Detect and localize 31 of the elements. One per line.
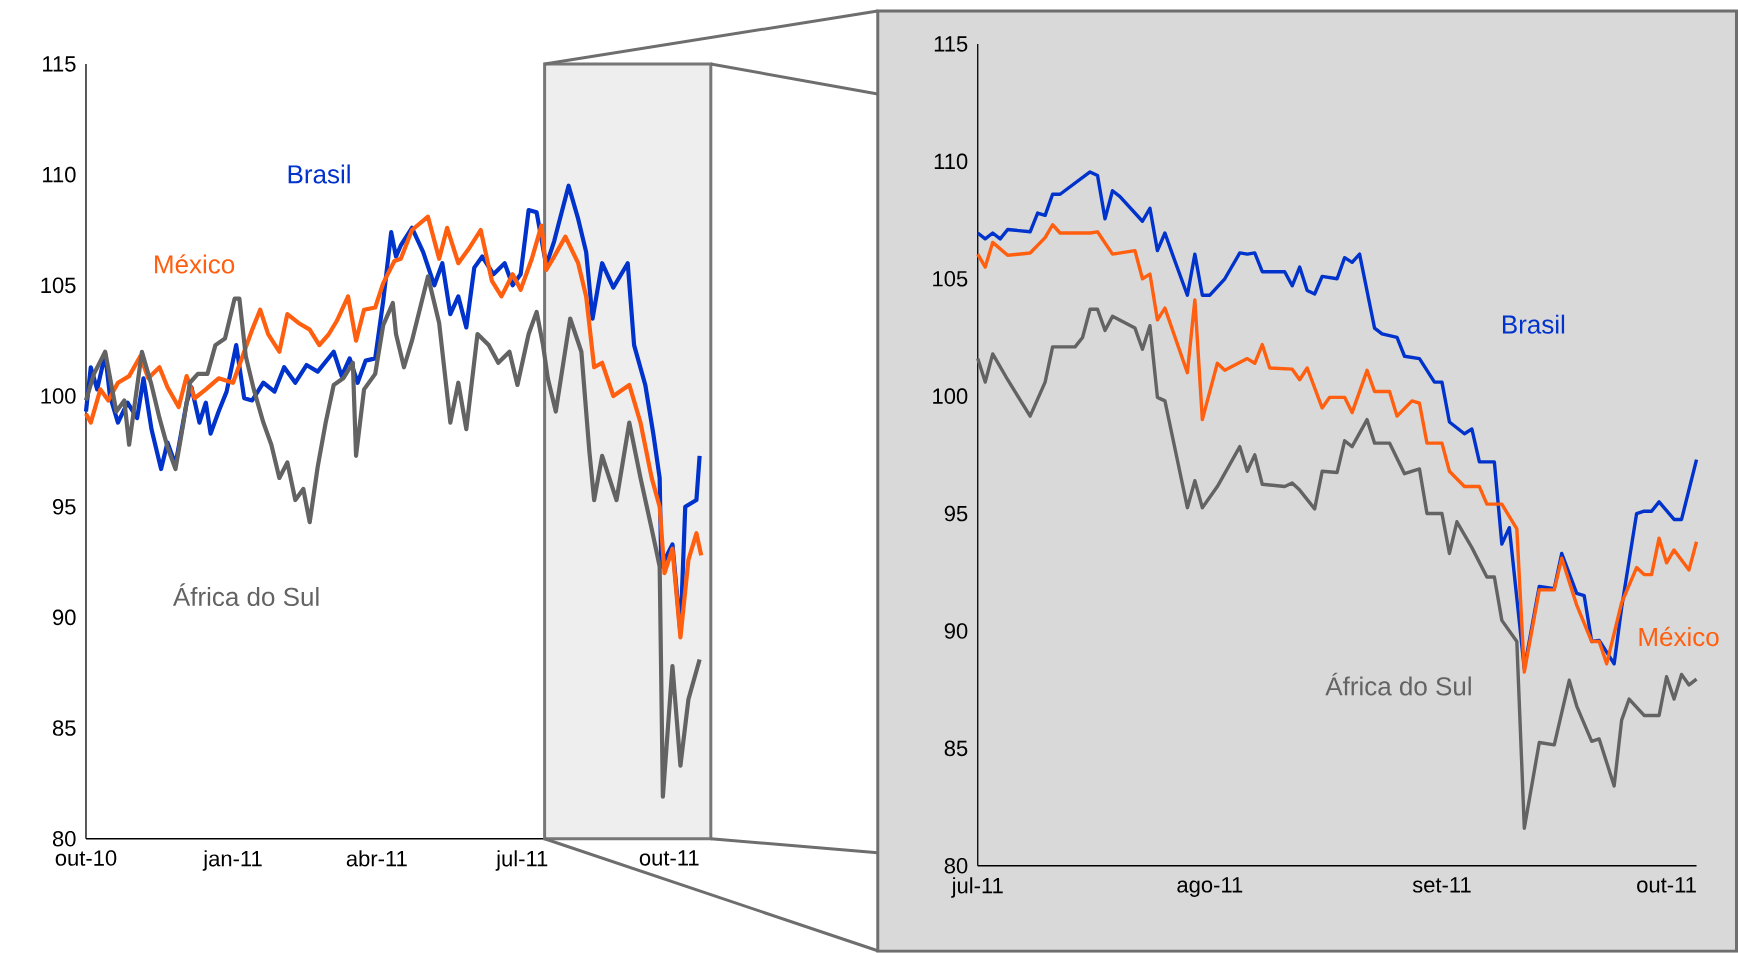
y-tick-label: 95 [944,505,968,522]
y-tick-label: 115 [43,56,76,72]
y-tick-label: 95 [53,499,76,515]
x-tick-label: out-10 [55,850,117,866]
y-tick-label: 80 [944,858,968,874]
x-tick-label: jul-11 [951,877,1003,898]
y-tick-label: 115 [934,36,968,52]
x-tick-label: out-11 [1637,877,1696,893]
y-tick-label: 110 [43,167,76,183]
x-tick-label: out-11 [639,850,699,866]
y-tick-label: 90 [944,623,968,639]
y-tick-label: 85 [944,740,968,757]
y-tick-label: 110 [934,153,968,170]
series-label: África do Sul [1325,672,1471,696]
y-tick-label: 80 [52,831,76,847]
text: Brasil [288,164,350,184]
x-tick-label: jul-11 [495,850,548,871]
y-tick-label: 85 [52,720,76,736]
x-tick-label: ago-11 [1177,877,1243,898]
y-tick-label: 90 [53,609,76,626]
y-tick-label: 100 [41,388,76,404]
text: Brasil [1502,314,1565,334]
series-label: México [1639,626,1719,647]
y-tick-label: 100 [933,388,968,405]
text: África do Sul [172,583,319,607]
x-tick-label: set-11 [1412,877,1471,893]
x-tick-label: jan-11 [202,850,262,871]
y-tick-label: 105 [933,271,968,287]
x-tick-label: abr-11 [346,850,407,867]
series-label: México [155,254,235,274]
y-tick-label: 105 [41,277,76,294]
